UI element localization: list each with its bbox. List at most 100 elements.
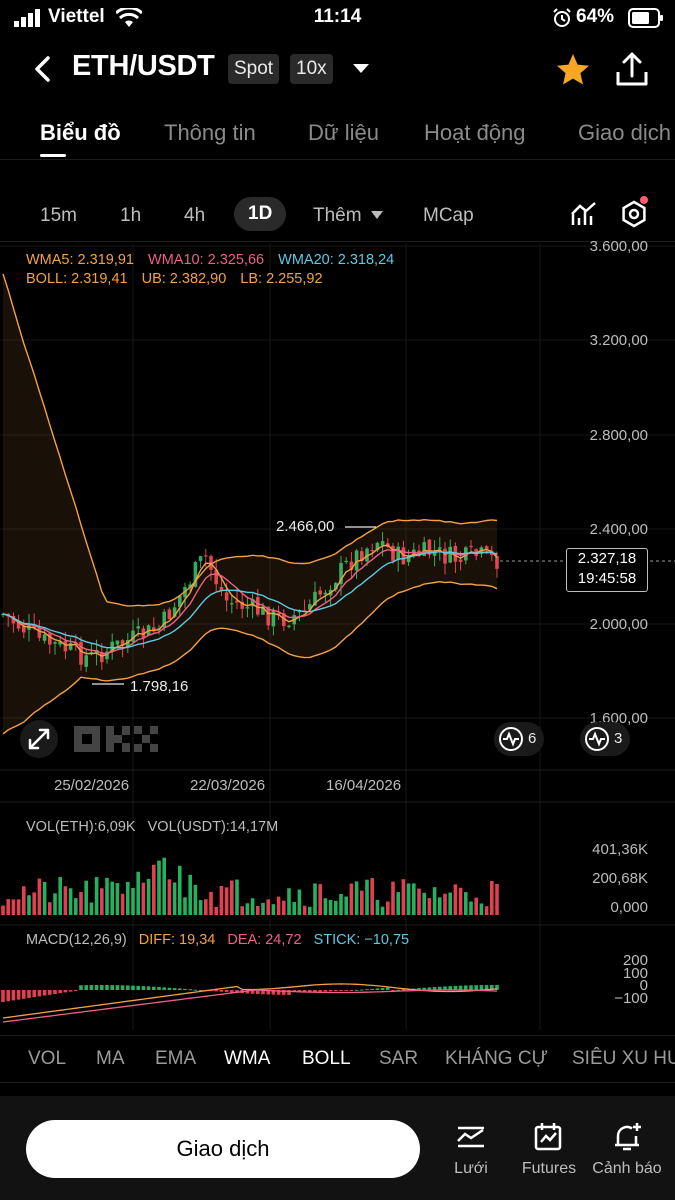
volume-bar — [318, 884, 322, 915]
candle — [126, 640, 130, 648]
interval-more[interactable]: Thêm — [313, 205, 362, 226]
pair-title[interactable]: ETH/USDT — [72, 50, 215, 82]
pair-header: ETH/USDT Spot 10x — [0, 40, 675, 100]
volume-bar — [141, 882, 146, 915]
volume-bar — [339, 893, 343, 915]
tab-trade[interactable]: Giao dịch — [578, 120, 671, 145]
candle — [287, 625, 291, 627]
candle — [401, 547, 406, 565]
signal-badge-right[interactable]: 3 — [580, 722, 630, 756]
nav-alert[interactable]: Cảnh báo — [592, 1120, 662, 1178]
macd-bar — [474, 985, 478, 990]
candlestick-chart[interactable] — [0, 243, 675, 1033]
candle — [354, 550, 359, 571]
volume-bar — [250, 898, 255, 915]
volume-bar — [479, 903, 484, 915]
chart-settings-icon[interactable] — [620, 200, 648, 228]
macd-bar — [136, 985, 140, 990]
main-tabs: Biểu đồ Thông tin Dữ liệu Hoạt động Giao… — [0, 100, 675, 160]
fullscreen-button[interactable] — [20, 720, 58, 758]
tab-info[interactable]: Thông tin — [164, 120, 256, 145]
tab-data[interactable]: Dữ liệu — [308, 120, 379, 145]
nav-grid-label: Lưới — [454, 1160, 488, 1177]
back-arrow-icon[interactable] — [28, 52, 58, 86]
candle — [178, 595, 182, 607]
volume-bar — [323, 898, 328, 915]
volume-bar — [297, 889, 302, 915]
macd-bar — [115, 985, 120, 990]
volume-bar — [360, 890, 364, 915]
volume-bar — [183, 897, 187, 915]
signal-count: 3 — [614, 730, 623, 747]
candle — [438, 547, 442, 549]
macd-bar — [230, 990, 234, 993]
macd-bar — [157, 987, 161, 990]
tab-chart[interactable]: Biểu đồ — [40, 120, 121, 145]
macd-bar — [276, 990, 281, 995]
macd-bar — [396, 989, 400, 991]
trade-button[interactable]: Giao dịch — [26, 1120, 420, 1178]
indicator-vol[interactable]: VOL — [28, 1048, 67, 1069]
volume-bar — [422, 892, 426, 915]
indicator-ema[interactable]: EMA — [155, 1048, 197, 1069]
volume-bar — [48, 902, 52, 915]
current-price-box: 2.327,18 19:45:58 — [566, 548, 648, 592]
favorite-star-icon[interactable] — [555, 52, 591, 88]
volume-bar — [443, 893, 447, 915]
interval-mcap[interactable]: MCap — [423, 205, 474, 226]
macd-dea: DEA: 24,72 — [227, 932, 302, 948]
nav-grid[interactable]: Lưới — [436, 1120, 506, 1178]
macd-bar — [401, 989, 406, 991]
share-icon[interactable] — [612, 50, 652, 90]
candle — [276, 612, 281, 616]
macd-bar — [183, 988, 187, 990]
macd-bar — [188, 989, 192, 991]
volume-bar — [292, 902, 296, 915]
nav-futures[interactable]: Futures — [514, 1120, 584, 1178]
volume-bar — [328, 899, 333, 915]
indicator-wma[interactable]: WMA — [224, 1048, 271, 1069]
boll-legend: BOLL: 2.319,41 UB: 2.382,90 LB: 2.255,92 — [26, 271, 333, 287]
indicator-resistance[interactable]: KHÁNG CỰ — [445, 1048, 548, 1069]
chevron-down-icon[interactable] — [370, 210, 384, 220]
nav-futures-label: Futures — [521, 1160, 577, 1177]
volume-bar — [94, 877, 99, 915]
candle — [22, 626, 26, 633]
interval-1d[interactable]: 1D — [234, 197, 287, 231]
indicator-sar[interactable]: SAR — [379, 1048, 419, 1069]
volume-bar — [354, 881, 359, 915]
signal-badge-left[interactable]: 6 — [494, 722, 544, 756]
current-price: 2.327,18 — [577, 550, 637, 567]
macd-bar — [386, 987, 390, 990]
pair-dropdown-caret-icon[interactable] — [350, 60, 372, 76]
candle — [84, 655, 88, 667]
volume-bar — [131, 887, 135, 915]
macd-bar — [380, 987, 385, 990]
candle — [235, 600, 239, 603]
volume-bar — [152, 864, 156, 915]
indicator-boll[interactable]: BOLL — [302, 1048, 351, 1069]
market-type-tag: Spot — [228, 54, 280, 84]
candle — [105, 651, 109, 660]
macd-bar — [27, 990, 31, 998]
candle — [224, 592, 229, 601]
volume-bar — [349, 883, 354, 915]
interval-15m[interactable]: 15m — [40, 205, 77, 226]
bottom-action-bar: Giao dịch Lưới Futures Cảnh báo — [0, 1096, 675, 1200]
volume-bar — [1, 905, 5, 915]
candle — [443, 548, 447, 564]
interval-1h[interactable]: 1h — [120, 205, 142, 226]
indicator-supertrend[interactable]: SIÊU XU HƯỚNG — [572, 1048, 675, 1069]
volume-bar — [219, 885, 224, 915]
indicator-icon[interactable] — [570, 200, 598, 228]
macd-axis-label: 0 — [639, 977, 648, 994]
tab-activity[interactable]: Hoạt động — [424, 120, 526, 145]
interval-4h[interactable]: 4h — [184, 205, 206, 226]
macd-bar — [16, 990, 21, 1000]
volume-bar — [162, 857, 166, 915]
candle — [308, 604, 312, 610]
indicator-ma[interactable]: MA — [96, 1048, 125, 1069]
macd-bar — [214, 990, 218, 992]
signal-icon — [14, 9, 40, 27]
macd-bar — [318, 990, 322, 992]
